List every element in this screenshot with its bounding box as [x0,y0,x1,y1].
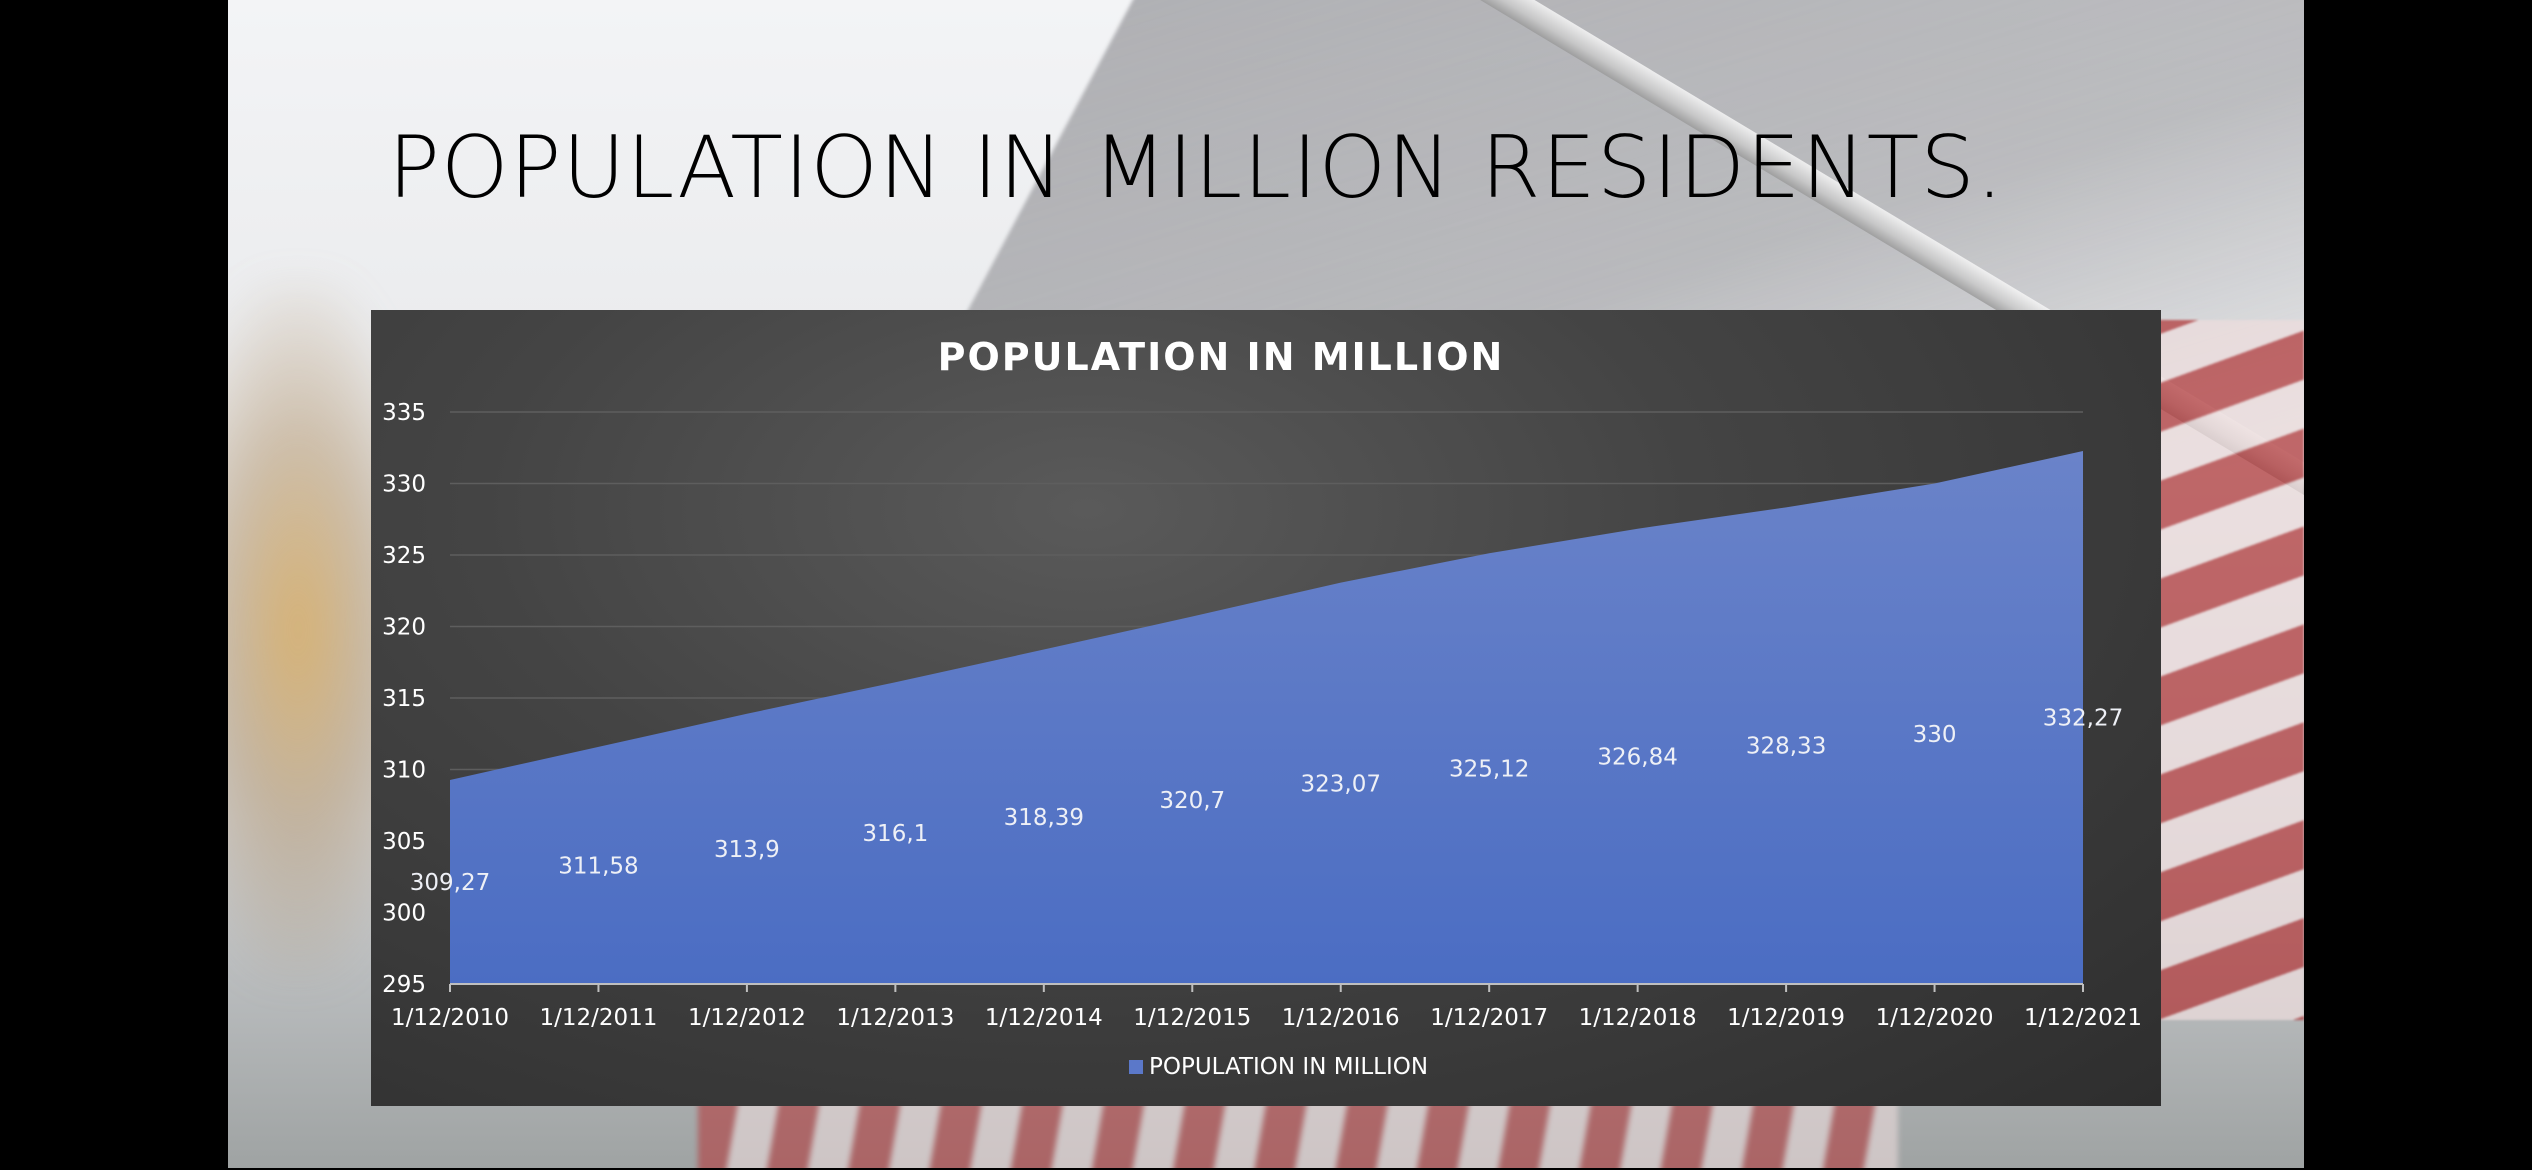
data-label: 323,07 [1300,771,1380,797]
x-tick-label: 1/12/2018 [1579,1005,1697,1031]
data-label: 309,27 [410,870,490,896]
y-tick-label: 315 [382,686,426,712]
data-label: 311,58 [558,853,638,879]
x-tick-label: 1/12/2019 [1727,1005,1845,1031]
x-tick-label: 1/12/2011 [539,1005,657,1031]
y-tick-label: 295 [382,972,426,998]
axes [449,983,2084,992]
chart-container[interactable]: POPULATION IN MILLION 295 300 305 310 315 320… [371,310,2161,1106]
data-label: 332,27 [2043,706,2123,732]
y-tick-label: 300 [382,901,426,927]
x-axis-ticks: 1/12/2010 1/12/2011 1/12/2012 1/12/2013 1/12… [391,1005,2142,1031]
background-flag-stripes-bottom [698,1100,1898,1168]
x-tick-label: 1/12/2012 [688,1005,806,1031]
slide-title: POPULATION IN MILLION RESIDENTS. [388,118,2005,218]
legend-label: POPULATION IN MILLION [1149,1054,1428,1080]
data-label: 325,12 [1449,757,1529,783]
area-chart: POPULATION IN MILLION 295 300 305 310 315 320… [382,335,2142,1080]
y-axis-ticks: 295 300 305 310 315 320 325 330 335 [382,400,426,998]
x-tick-label: 1/12/2015 [1133,1005,1251,1031]
data-label: 326,84 [1597,744,1677,770]
y-tick-label: 330 [382,472,426,498]
data-label: 320,7 [1159,788,1225,814]
data-label: 328,33 [1746,734,1826,760]
x-tick-label: 1/12/2014 [985,1005,1103,1031]
x-tick-label: 1/12/2020 [1876,1005,1994,1031]
data-label: 330 [1913,722,1957,748]
x-tick-label: 1/12/2010 [391,1005,509,1031]
data-labels: 309,27 311,58 313,9 316,1 318,39 320,7 323,07 3… [410,706,2123,896]
y-tick-label: 335 [382,400,426,426]
area-series [450,451,2083,984]
x-tick-label: 1/12/2021 [2024,1005,2142,1031]
y-tick-label: 305 [382,829,426,855]
y-tick-label: 325 [382,543,426,569]
legend-swatch [1129,1060,1143,1074]
chart-title: POPULATION IN MILLION [938,335,1505,379]
area-fill [450,451,2083,984]
y-tick-label: 310 [382,758,426,784]
x-tick-label: 1/12/2013 [836,1005,954,1031]
x-tick-label: 1/12/2017 [1430,1005,1548,1031]
data-label: 316,1 [862,821,928,847]
legend[interactable]: POPULATION IN MILLION [1129,1054,1428,1080]
x-tick-label: 1/12/2016 [1282,1005,1400,1031]
data-label: 318,39 [1004,805,1084,831]
data-label: 313,9 [714,837,780,863]
y-tick-label: 320 [382,615,426,641]
